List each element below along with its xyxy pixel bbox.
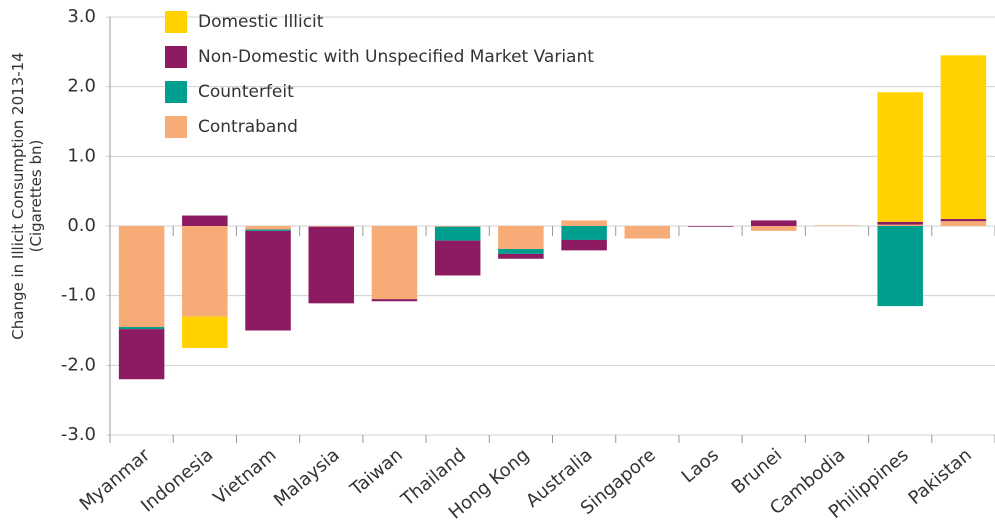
bar-segment bbox=[434, 226, 481, 227]
bar-segment bbox=[877, 226, 923, 307]
y-tick-label: -1.0 bbox=[61, 285, 96, 306]
bar-segment bbox=[940, 221, 987, 226]
bar-segment bbox=[434, 240, 481, 276]
y-tick-label: -3.0 bbox=[61, 424, 96, 445]
bar-segment bbox=[940, 55, 987, 220]
x-tick-label: Laos bbox=[678, 445, 723, 488]
y-axis-label: Change in Illicit Consumption 2013-14(Ci… bbox=[9, 52, 45, 339]
bar-segment bbox=[940, 219, 987, 222]
bar-segment bbox=[750, 220, 797, 226]
bar-segment bbox=[434, 226, 481, 241]
y-tick-label: 1.0 bbox=[67, 145, 96, 166]
bar-segment bbox=[182, 226, 228, 317]
bar-segment bbox=[498, 253, 544, 259]
x-tick-label: Vietnam bbox=[209, 445, 280, 509]
legend-swatch bbox=[165, 116, 187, 138]
y-tick-label: 2.0 bbox=[67, 76, 96, 97]
legend-swatch bbox=[165, 46, 187, 68]
bar-segment bbox=[561, 239, 607, 251]
legend-swatch bbox=[165, 81, 187, 103]
bar-segment bbox=[308, 226, 355, 304]
y-label-line: Change in Illicit Consumption 2013-14 bbox=[9, 52, 27, 339]
legend-label: Non-Domestic with Unspecified Market Var… bbox=[198, 47, 594, 67]
bar-segment bbox=[245, 230, 291, 331]
y-tick-label: -2.0 bbox=[61, 354, 96, 375]
bar-segment bbox=[877, 92, 923, 222]
bar-segment bbox=[118, 226, 165, 328]
bar-segment bbox=[561, 220, 607, 226]
bar-segment bbox=[498, 226, 544, 249]
legend-swatch bbox=[165, 11, 187, 33]
bar-segment bbox=[750, 226, 797, 231]
legend-label: Contraband bbox=[198, 117, 298, 137]
bar-segment bbox=[371, 299, 418, 302]
legend-label: Domestic Illicit bbox=[198, 12, 324, 32]
x-tick-label: Pakistan bbox=[905, 445, 976, 510]
bar-segment bbox=[182, 215, 228, 226]
bar-segment bbox=[245, 229, 291, 231]
legend-label: Counterfeit bbox=[198, 82, 294, 102]
bar-segment bbox=[498, 248, 544, 254]
bar-segment bbox=[877, 221, 923, 225]
bar-segment bbox=[118, 329, 165, 380]
x-tick-label: Malaysia bbox=[270, 445, 344, 512]
bar-segment bbox=[245, 226, 291, 230]
y-label-line: (Cigarettes bn) bbox=[27, 140, 45, 253]
bar-segment bbox=[624, 226, 671, 239]
bar-segment bbox=[371, 226, 418, 300]
x-tick-label: Taiwan bbox=[346, 445, 407, 501]
y-tick-label: 3.0 bbox=[67, 6, 96, 27]
x-tick-label: Brunei bbox=[728, 445, 786, 499]
bar-segment bbox=[118, 327, 165, 330]
bar-segment bbox=[308, 226, 355, 227]
bar-segment bbox=[814, 225, 860, 226]
bar-segment bbox=[182, 316, 228, 348]
bar-segment bbox=[687, 226, 734, 227]
bar-segment bbox=[877, 224, 923, 226]
bar-segment bbox=[561, 226, 607, 240]
y-tick-label: 0.0 bbox=[67, 215, 96, 236]
